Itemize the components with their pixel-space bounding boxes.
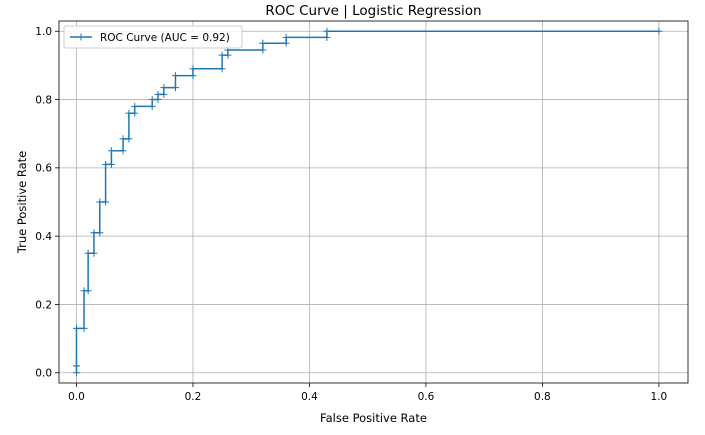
roc-curve-line [75,30,659,373]
x-tick-label: 0.6 [418,391,435,403]
roc-point-marker [72,324,80,332]
y-tick-label: 0.8 [35,94,52,106]
roc-point-marker [90,249,98,257]
y-tick-label: 0.4 [35,231,52,243]
roc-point-marker [282,33,290,41]
x-tick-label: 1.0 [651,391,668,403]
roc-point-marker [160,90,168,98]
roc-point-marker [259,39,267,47]
roc-point-marker [84,287,92,295]
x-tick-label: 0.8 [534,391,551,403]
roc-point-marker [218,65,226,73]
roc-point-marker [107,160,115,168]
y-tick-label: 0.2 [35,299,52,311]
roc-point-marker [72,369,80,377]
roc-point-marker [171,72,179,80]
grid-lines [59,21,688,383]
roc-point-marker [189,65,197,73]
roc-point-marker [259,46,267,54]
x-axis-title: False Positive Rate [320,411,427,425]
roc-point-marker [131,102,139,110]
x-axis-ticks: 0.0 0.2 0.4 0.6 0.8 1.0 [68,383,667,403]
roc-point-marker [148,102,156,110]
roc-point-marker [323,27,331,35]
roc-point-marker [131,109,139,117]
y-tick-label: 0.6 [35,163,52,175]
y-tick-label: 1.0 [35,26,52,38]
roc-point-marker [189,72,197,80]
legend-marker-plus [77,33,85,41]
roc-point-marker [80,324,88,332]
legend-label: ROC Curve (AUC = 0.92) [100,32,230,44]
y-axis-ticks: 0.0 0.2 0.4 0.6 0.8 1.0 [35,26,59,380]
legend: ROC Curve (AUC = 0.92) [63,25,243,49]
roc-point-marker [171,84,179,92]
roc-point-marker [125,135,133,143]
x-tick-label: 0.0 [68,391,85,403]
chart-title: ROC Curve | Logistic Regression [265,3,481,19]
roc-point-marker [96,229,104,237]
y-axis-title: True Positive Rate [15,151,29,254]
roc-point-marker [323,33,331,41]
roc-point-marker [655,27,663,35]
roc-point-marker [107,147,115,155]
roc-point-marker [160,84,168,92]
roc-point-marker [102,198,110,206]
x-tick-label: 0.4 [301,391,318,403]
y-tick-label: 0.0 [35,368,52,380]
roc-point-marker [119,147,127,155]
legend-box [63,25,243,49]
plot-series [72,27,663,377]
roc-point-marker [72,362,80,370]
x-tick-label: 0.2 [185,391,202,403]
plot-frame [58,20,689,384]
